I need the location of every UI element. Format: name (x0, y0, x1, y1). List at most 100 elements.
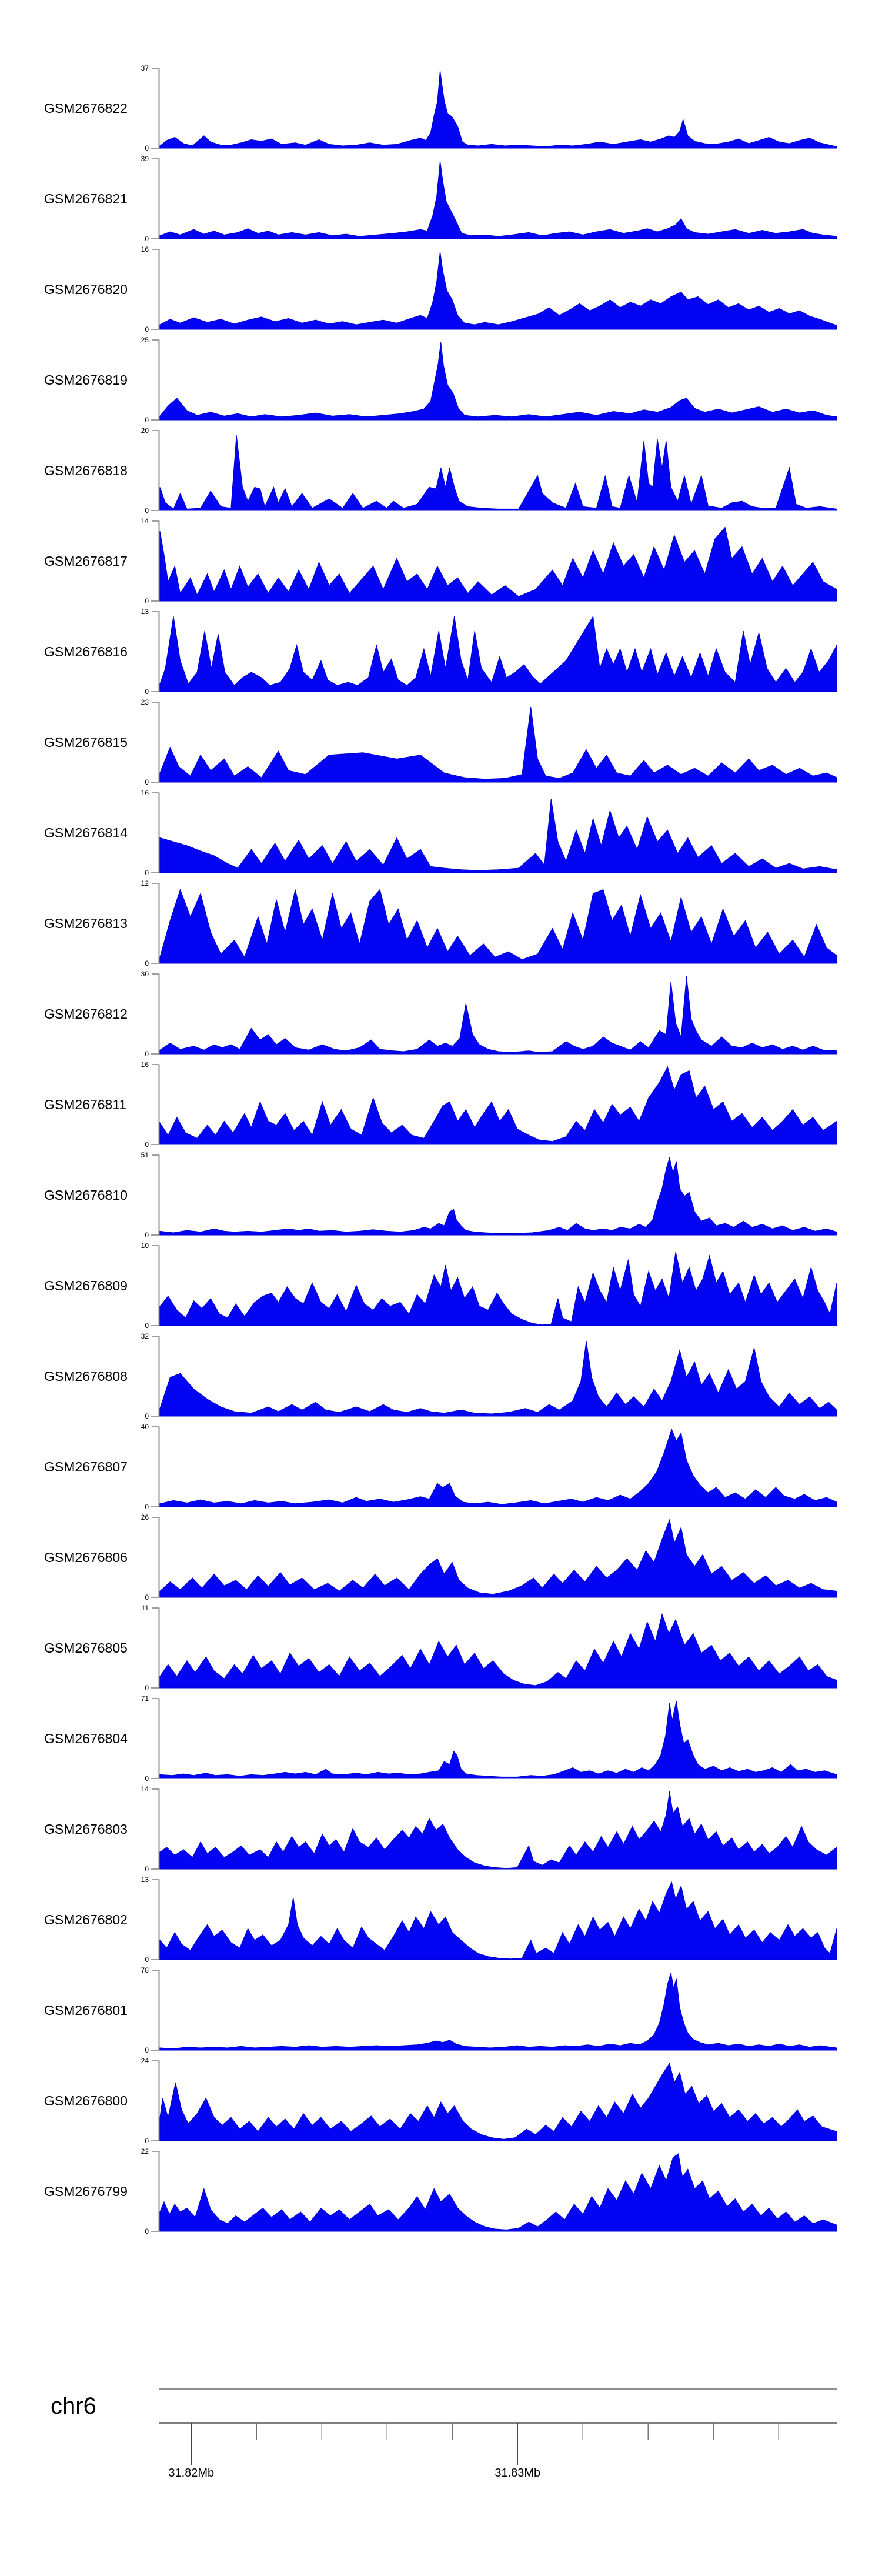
y-axis-zero-label: 0 (145, 869, 149, 877)
y-axis-zero-label: 0 (145, 1503, 149, 1511)
track-label: GSM2676809 (44, 1278, 128, 1293)
track-label: GSM2676811 (44, 1097, 127, 1112)
track-signal-plot (151, 339, 837, 421)
y-axis-max-label: 20 (141, 426, 149, 435)
y-axis-max-label: 24 (141, 2057, 149, 2065)
y-axis-max-label: 13 (141, 1876, 149, 1884)
y-axis-zero-label: 0 (145, 325, 149, 333)
y-axis-max-label: 10 (141, 1242, 149, 1250)
track-row: GSM2676814 16 0 (0, 788, 882, 879)
track-row: GSM2676801 78 0 (0, 1966, 882, 2056)
track-row: GSM2676800 24 0 (0, 2056, 882, 2147)
y-axis-zero-label: 0 (145, 959, 149, 967)
signal-area (159, 1340, 837, 1417)
track-signal-plot (151, 249, 837, 330)
signal-area (159, 435, 837, 511)
track-row: GSM2676818 20 0 (0, 426, 882, 516)
track-signal-plot (151, 973, 837, 1055)
track-signal-plot (151, 430, 837, 511)
y-axis-zero-label: 0 (145, 1140, 149, 1149)
signal-area (159, 1791, 837, 1870)
track-label: GSM2676801 (44, 2003, 128, 2018)
track-row: GSM2676822 37 0 (0, 64, 882, 154)
y-axis-max-label: 16 (141, 789, 149, 797)
y-axis-max-label: 25 (141, 336, 149, 344)
signal-area (159, 70, 837, 149)
track-label: GSM2676808 (44, 1369, 128, 1384)
track-signal-plot (151, 883, 837, 964)
y-axis-max-label: 14 (141, 1785, 149, 1793)
signal-area (159, 2153, 837, 2232)
track-label: GSM2676805 (44, 1640, 128, 1656)
track-label: GSM2676804 (44, 1731, 128, 1746)
track-label: GSM2676814 (44, 825, 128, 840)
axis-tick-label: 31.82Mb (168, 2467, 215, 2480)
track-label: GSM2676802 (44, 1912, 128, 1927)
y-axis-zero-label: 0 (145, 416, 149, 424)
track-signal-plot (151, 1607, 837, 1689)
track-signal-plot (151, 158, 837, 239)
track-signal-plot (151, 1788, 837, 1870)
signal-area (159, 706, 837, 783)
track-label: GSM2676812 (44, 1006, 128, 1022)
track-label: GSM2676807 (44, 1459, 128, 1474)
signal-area (159, 1519, 837, 1598)
track-row: GSM2676816 13 0 (0, 607, 882, 698)
track-row: GSM2676809 10 0 (0, 1241, 882, 1332)
y-axis-zero-label: 0 (145, 1231, 149, 1239)
track-row: GSM2676813 12 0 (0, 879, 882, 969)
track-label: GSM2676799 (44, 2184, 128, 2199)
signal-area (159, 1972, 837, 2051)
track-label: GSM2676821 (44, 191, 128, 206)
signal-area (159, 342, 837, 421)
y-axis-max-label: 13 (141, 608, 149, 616)
track-row: GSM2676821 39 0 (0, 154, 882, 245)
y-axis-max-label: 71 (141, 1694, 149, 1703)
track-label: GSM2676800 (44, 2093, 128, 2108)
axis-tick-label: 31.83Mb (495, 2467, 541, 2480)
track-row: GSM2676820 16 0 (0, 245, 882, 335)
y-axis-max-label: 37 (141, 64, 149, 72)
signal-area (159, 615, 837, 692)
y-axis-max-label: 16 (141, 1060, 149, 1069)
y-axis-zero-label: 0 (145, 778, 149, 786)
track-signal-plot (151, 1336, 837, 1417)
track-signal-plot (151, 1698, 837, 1779)
y-axis-max-label: 26 (141, 1513, 149, 1521)
track-row: GSM2676803 14 0 (0, 1784, 882, 1875)
track-signal-plot (151, 1154, 837, 1236)
track-signal-plot (151, 1517, 837, 1598)
track-signal-plot (151, 1970, 837, 2051)
track-signal-plot (151, 1879, 837, 1960)
track-signal-plot (151, 1064, 837, 1145)
y-axis-zero-label: 0 (145, 1593, 149, 1601)
track-signal-plot (151, 702, 837, 783)
track-label: GSM2676822 (44, 101, 128, 116)
track-signal-plot (151, 792, 837, 873)
y-axis-zero-label: 0 (145, 688, 149, 696)
track-signal-plot (151, 2151, 837, 2232)
track-row: GSM2676808 32 0 (0, 1332, 882, 1422)
signal-area (159, 1613, 837, 1689)
genome-axis-ruler (159, 2388, 837, 2465)
track-row: GSM2676815 23 0 (0, 698, 882, 788)
signal-area (159, 526, 837, 602)
signal-area (159, 1252, 837, 1326)
y-axis-zero-label: 0 (145, 1956, 149, 1964)
y-axis-max-label: 30 (141, 970, 149, 978)
y-axis-max-label: 51 (141, 1151, 149, 1159)
y-axis-zero-label: 0 (145, 1774, 149, 1783)
track-label: GSM2676818 (44, 463, 128, 478)
y-axis-max-label: 16 (141, 245, 149, 253)
track-row: GSM2676807 40 0 (0, 1422, 882, 1513)
y-axis-zero-label: 0 (145, 2046, 149, 2054)
y-axis-max-label: 11 (141, 1604, 149, 1612)
track-label: GSM2676820 (44, 282, 128, 297)
y-axis-zero-label: 0 (145, 1684, 149, 1692)
y-axis-max-label: 40 (141, 1423, 149, 1431)
track-row: GSM2676819 25 0 (0, 335, 882, 426)
y-axis-zero-label: 0 (145, 2227, 149, 2235)
track-row: GSM2676804 71 0 (0, 1694, 882, 1784)
y-axis-zero-label: 0 (145, 1412, 149, 1420)
